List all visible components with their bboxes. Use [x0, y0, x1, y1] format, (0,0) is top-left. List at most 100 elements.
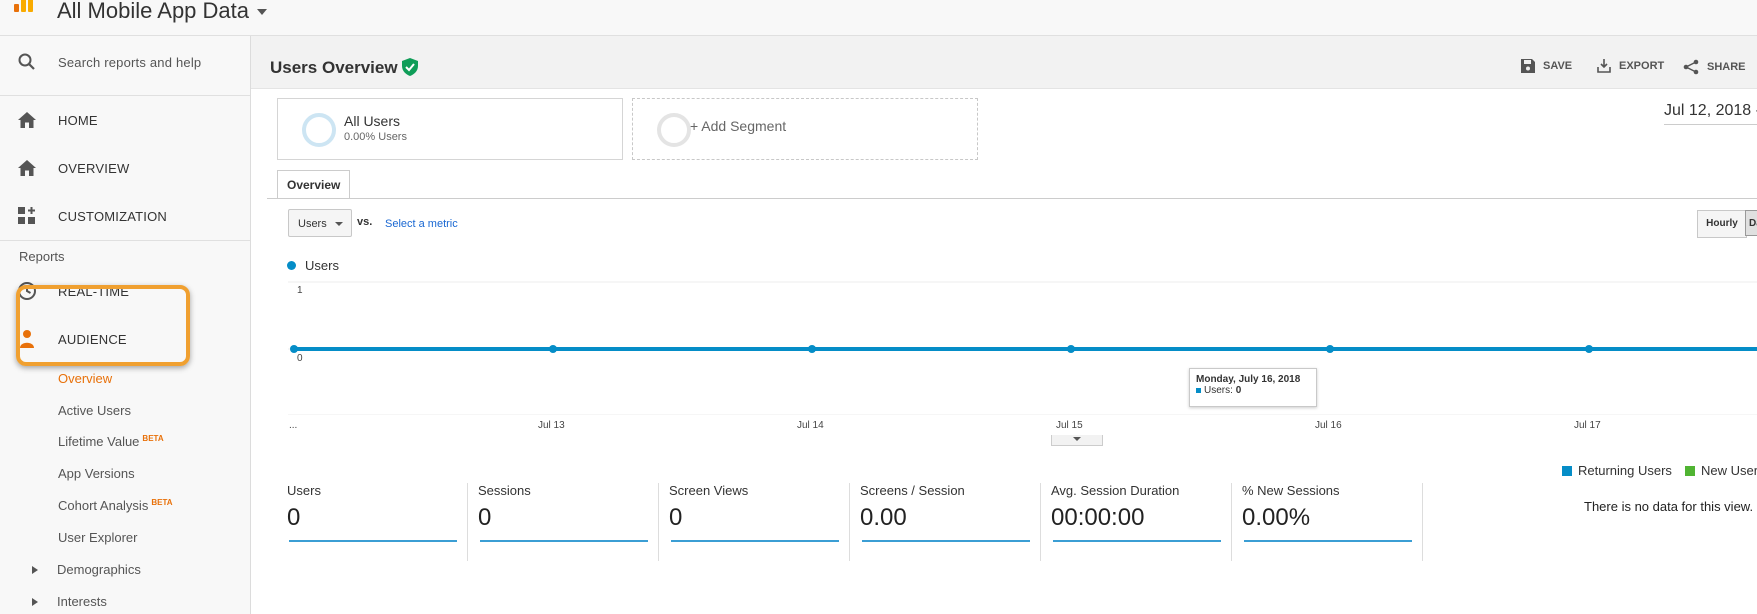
demographics-link[interactable]: Demographics: [57, 562, 141, 577]
legend-label: Returning Users: [1578, 463, 1672, 478]
divider: [467, 483, 468, 561]
active-users-link[interactable]: Active Users: [58, 403, 131, 418]
nav-audience[interactable]: AUDIENCE: [0, 327, 250, 351]
divider: [849, 483, 850, 561]
metric-select[interactable]: Users: [288, 209, 352, 237]
data-point[interactable]: [290, 345, 298, 353]
person-icon: [16, 328, 38, 350]
beta-badge: BETA: [151, 498, 173, 507]
scorecard-value: 0: [669, 504, 683, 531]
export-button[interactable]: EXPORT: [1597, 59, 1664, 73]
chart-tooltip: Monday, July 16, 2018 Users: 0: [1189, 368, 1317, 407]
scorecard-label: Screens / Session: [860, 483, 965, 498]
day-button[interactable]: Day: [1745, 210, 1757, 236]
search-box[interactable]: Search reports and help: [0, 50, 250, 74]
home-icon: [16, 109, 38, 131]
chevron-down-icon: [335, 222, 343, 226]
legend-label: New User: [1701, 463, 1757, 478]
page-title: Users Overview: [270, 58, 398, 77]
chevron-down-icon: [257, 9, 267, 16]
scorecard-screens-per-session[interactable]: Screens / Session 0.00: [860, 483, 1050, 561]
tooltip-label: Users:: [1204, 385, 1233, 396]
verified-shield-icon: [402, 58, 418, 76]
legend-label: Users: [305, 258, 339, 273]
top-bar: All Mobile App Data: [0, 0, 1757, 36]
save-icon: [1521, 59, 1535, 73]
sparkline: [1053, 540, 1221, 542]
data-points: [290, 345, 1593, 353]
nav-customization-label: CUSTOMIZATION: [58, 208, 168, 224]
expand-arrow-icon[interactable]: [32, 566, 38, 574]
nav-customization[interactable]: CUSTOMIZATION: [0, 204, 250, 228]
lifetime-value-link[interactable]: Lifetime Value BETA: [58, 434, 164, 449]
data-point[interactable]: [1067, 345, 1075, 353]
save-button[interactable]: SAVE: [1521, 59, 1572, 73]
scorecard-value: 00:00:00: [1051, 504, 1145, 531]
analytics-logo-icon[interactable]: [12, 0, 34, 16]
hourly-button[interactable]: Hourly: [1697, 210, 1747, 238]
property-selector[interactable]: All Mobile App Data: [57, 0, 267, 24]
scorecard-users[interactable]: Users 0: [287, 483, 477, 561]
data-point[interactable]: [808, 345, 816, 353]
nav-home[interactable]: HOME: [0, 108, 250, 132]
chart-legend: Users: [287, 258, 339, 273]
cohort-analysis-link[interactable]: Cohort Analysis BETA: [58, 498, 173, 513]
user-explorer-link[interactable]: User Explorer: [58, 530, 138, 545]
scorecard-value: 0.00%: [1242, 504, 1311, 531]
tab-overview[interactable]: Overview: [277, 170, 351, 199]
cohort-analysis-label: Cohort Analysis: [58, 498, 149, 513]
divider: [1040, 483, 1041, 561]
tooltip-row: Users: 0: [1196, 385, 1310, 396]
chart-collapse-handle[interactable]: [1051, 435, 1103, 446]
divider: [1231, 483, 1232, 561]
expand-arrow-icon[interactable]: [32, 598, 38, 606]
legend-swatch: [1196, 387, 1201, 393]
y-tick-label: 1: [297, 285, 303, 296]
export-label: EXPORT: [1619, 60, 1665, 72]
search-input[interactable]: Search reports and help: [58, 54, 202, 70]
data-point[interactable]: [1326, 345, 1334, 353]
segment-name: All Users: [344, 113, 401, 129]
vs-label: vs.: [357, 216, 373, 228]
scorecard-label: Avg. Session Duration: [1051, 483, 1180, 498]
save-label: SAVE: [1543, 60, 1573, 72]
highlight-box: [16, 285, 190, 366]
sparkline: [671, 540, 839, 542]
scorecard-new-sessions[interactable]: % New Sessions 0.00%: [1242, 483, 1432, 561]
segment-percent: 0.00% Users: [344, 131, 407, 143]
nav-overview[interactable]: OVERVIEW: [0, 156, 250, 180]
sparkline: [480, 540, 648, 542]
scorecard-avg-session-duration[interactable]: Avg. Session Duration 00:00:00: [1051, 483, 1241, 561]
dashboard-icon: [16, 205, 38, 227]
x-tick-label: Jul 15: [1056, 420, 1083, 431]
divider: [0, 240, 250, 241]
date-range-picker[interactable]: Jul 12, 2018 -: [1664, 102, 1757, 125]
add-segment-button[interactable]: + Add Segment: [632, 98, 978, 160]
segment-ring-icon: [657, 113, 691, 147]
divider: [0, 95, 250, 96]
users-line-chart: 1 0: [288, 281, 1757, 415]
scorecard-label: Users: [287, 483, 321, 498]
beta-badge: BETA: [142, 434, 164, 443]
data-point[interactable]: [1585, 345, 1593, 353]
sparkline: [1244, 540, 1412, 542]
scorecard-label: Screen Views: [669, 483, 749, 498]
data-point[interactable]: [549, 345, 557, 353]
select-metric-link[interactable]: Select a metric: [385, 218, 458, 230]
legend-swatch: [1685, 465, 1695, 476]
scorecard-value: 0.00: [860, 504, 907, 531]
pie-legend-new: New User: [1685, 463, 1757, 478]
scorecard-value: 0: [478, 504, 492, 531]
audience-overview-link[interactable]: Overview: [58, 371, 113, 386]
pie-legend-returning: Returning Users: [1562, 463, 1672, 478]
x-tick-label: Jul 13: [538, 420, 565, 431]
metric-select-value: Users: [298, 218, 327, 230]
app-versions-link[interactable]: App Versions: [58, 466, 135, 481]
segment-all-users[interactable]: All Users 0.00% Users: [277, 98, 623, 160]
scorecard-screen-views[interactable]: Screen Views 0: [669, 483, 859, 561]
share-button[interactable]: SHARE: [1683, 59, 1746, 75]
interests-link[interactable]: Interests: [57, 594, 107, 609]
report-header: Users Overview SAVE EXPORT SHARE: [251, 36, 1757, 89]
divider: [1422, 483, 1423, 561]
scorecard-sessions[interactable]: Sessions 0: [478, 483, 668, 561]
